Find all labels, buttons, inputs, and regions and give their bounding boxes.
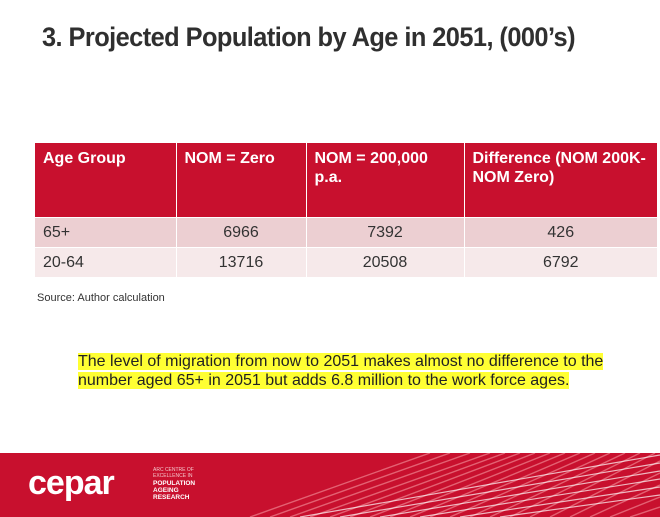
highlight-note: The level of migration from now to 2051 … <box>78 352 638 390</box>
footer-stripes <box>249 453 660 517</box>
highlight-note-text: The level of migration from now to 2051 … <box>78 353 604 389</box>
population-table: Age Group NOM = Zero NOM = 200,000 p.a. … <box>35 143 657 277</box>
cell-difference: 6792 <box>464 247 657 277</box>
table-row: 20-64 13716 20508 6792 <box>35 247 657 277</box>
cepar-logo: cepar <box>28 464 115 502</box>
cell-nom-zero: 6966 <box>176 217 307 248</box>
header-nom-200000: NOM = 200,000 p.a. <box>306 143 465 218</box>
cell-nom-200000: 20508 <box>306 247 465 277</box>
logo-tagline-bottom: POPULATION AGEING RESEARCH <box>153 480 196 501</box>
cell-nom-zero: 13716 <box>176 247 307 277</box>
footer-banner <box>0 453 660 517</box>
logo-tagline-top: ARC CENTRE OF EXCELLENCE IN <box>153 467 194 479</box>
header-age-group: Age Group <box>35 143 177 218</box>
cell-age-group: 20-64 <box>35 247 177 277</box>
table-header-row: Age Group NOM = Zero NOM = 200,000 p.a. … <box>35 143 657 218</box>
slide-title: 3. Projected Population by Age in 2051, … <box>42 22 576 52</box>
header-nom-zero: NOM = Zero <box>176 143 307 218</box>
source-note: Source: Author calculation <box>37 292 165 304</box>
cell-difference: 426 <box>464 217 657 248</box>
cell-age-group: 65+ <box>35 217 177 248</box>
table-row: 65+ 6966 7392 426 <box>35 217 657 248</box>
header-difference: Difference (NOM 200K-NOM Zero) <box>464 143 657 218</box>
cell-nom-200000: 7392 <box>306 217 465 248</box>
